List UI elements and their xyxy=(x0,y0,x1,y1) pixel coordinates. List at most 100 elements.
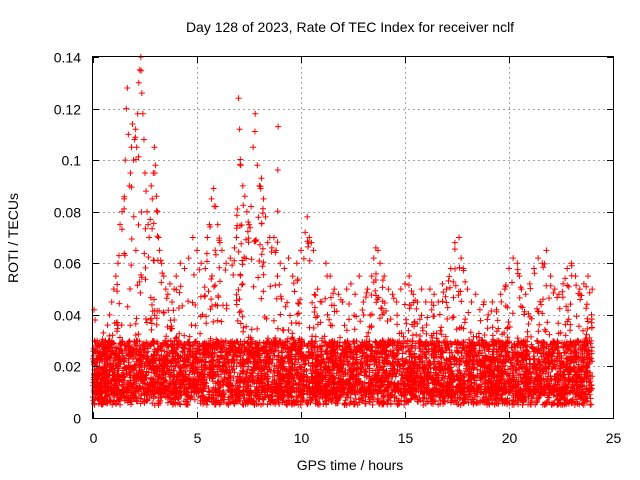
data-point xyxy=(123,105,130,112)
data-point xyxy=(146,234,153,241)
y-tick-label: 0.08 xyxy=(54,205,81,221)
data-point xyxy=(293,260,300,267)
data-point xyxy=(125,131,132,138)
data-point xyxy=(250,144,257,151)
data-point xyxy=(439,280,446,287)
data-point xyxy=(264,239,271,246)
data-point xyxy=(418,286,425,293)
data-point xyxy=(239,182,246,189)
data-point xyxy=(171,286,178,293)
data-point xyxy=(133,144,140,151)
data-point xyxy=(218,247,225,254)
y-tick-label: 0.02 xyxy=(54,359,81,375)
data-point xyxy=(314,286,321,293)
data-point xyxy=(134,110,141,117)
data-point xyxy=(364,286,371,293)
data-point xyxy=(154,208,161,215)
data-point xyxy=(231,244,238,251)
data-point xyxy=(149,195,156,202)
data-point xyxy=(406,273,413,280)
data-point xyxy=(236,126,243,133)
data-point xyxy=(260,195,267,202)
y-tick-label: 0.04 xyxy=(54,308,81,324)
data-point xyxy=(374,247,381,254)
data-point xyxy=(277,260,284,267)
data-point xyxy=(318,298,325,305)
data-point xyxy=(106,311,113,318)
data-point xyxy=(173,273,180,280)
data-point xyxy=(551,286,558,293)
data-point xyxy=(281,265,288,272)
data-point xyxy=(227,255,234,262)
data-point xyxy=(530,265,537,272)
plot-frame xyxy=(92,56,614,419)
data-point xyxy=(130,157,137,164)
data-point xyxy=(102,337,109,344)
y-tick-label: 0 xyxy=(73,411,81,427)
data-point xyxy=(124,84,131,91)
x-tick-labels: 0 5 10 15 20 25 xyxy=(90,430,622,446)
data-point xyxy=(308,239,315,246)
x-tick-label: 5 xyxy=(194,430,202,446)
data-point xyxy=(241,193,248,200)
data-point xyxy=(164,291,171,298)
data-point xyxy=(248,203,255,210)
data-point xyxy=(535,255,542,262)
data-point xyxy=(298,247,304,254)
data-point xyxy=(132,126,139,133)
data-point xyxy=(443,286,450,293)
data-point xyxy=(119,208,126,215)
data-point xyxy=(402,280,408,287)
data-point xyxy=(126,182,133,189)
data-point xyxy=(189,234,196,241)
data-point xyxy=(289,273,296,280)
x-tick-label: 20 xyxy=(502,430,518,446)
data-point xyxy=(206,221,213,228)
data-point xyxy=(156,247,163,254)
data-point xyxy=(518,286,525,293)
data-point xyxy=(572,273,579,280)
data-point xyxy=(555,291,562,298)
data-point xyxy=(451,239,458,246)
data-point xyxy=(94,337,101,344)
x-tick-label: 10 xyxy=(294,430,310,446)
scatter-points xyxy=(90,54,596,409)
data-point xyxy=(147,216,154,223)
data-point xyxy=(356,273,363,280)
data-point xyxy=(223,260,230,267)
data-point xyxy=(194,247,200,254)
data-point xyxy=(135,79,142,86)
data-point xyxy=(343,286,350,293)
data-point xyxy=(160,273,167,280)
data-point xyxy=(393,298,400,305)
data-point xyxy=(92,317,99,324)
data-point xyxy=(144,208,151,215)
data-point xyxy=(476,306,483,313)
data-point xyxy=(270,234,277,241)
data-point xyxy=(510,255,517,262)
data-point xyxy=(493,306,500,313)
data-point xyxy=(91,306,98,313)
data-point xyxy=(310,247,317,254)
data-point xyxy=(233,234,240,241)
data-point xyxy=(547,273,554,280)
data-point xyxy=(166,280,173,287)
data-point xyxy=(539,260,546,267)
y-tick-label: 0.12 xyxy=(54,102,81,118)
data-point xyxy=(177,260,184,267)
data-point xyxy=(497,291,504,298)
data-point xyxy=(560,280,567,287)
data-point xyxy=(352,291,359,298)
data-point xyxy=(522,291,529,298)
data-point xyxy=(148,182,155,189)
data-point xyxy=(331,286,338,293)
data-point xyxy=(127,170,134,177)
y-tick-label: 0.06 xyxy=(54,256,81,272)
data-point xyxy=(131,136,138,143)
data-point xyxy=(108,298,115,305)
data-point xyxy=(202,265,209,272)
data-point xyxy=(104,322,111,329)
data-point xyxy=(143,188,150,195)
data-point xyxy=(304,213,311,220)
data-point xyxy=(514,260,521,267)
